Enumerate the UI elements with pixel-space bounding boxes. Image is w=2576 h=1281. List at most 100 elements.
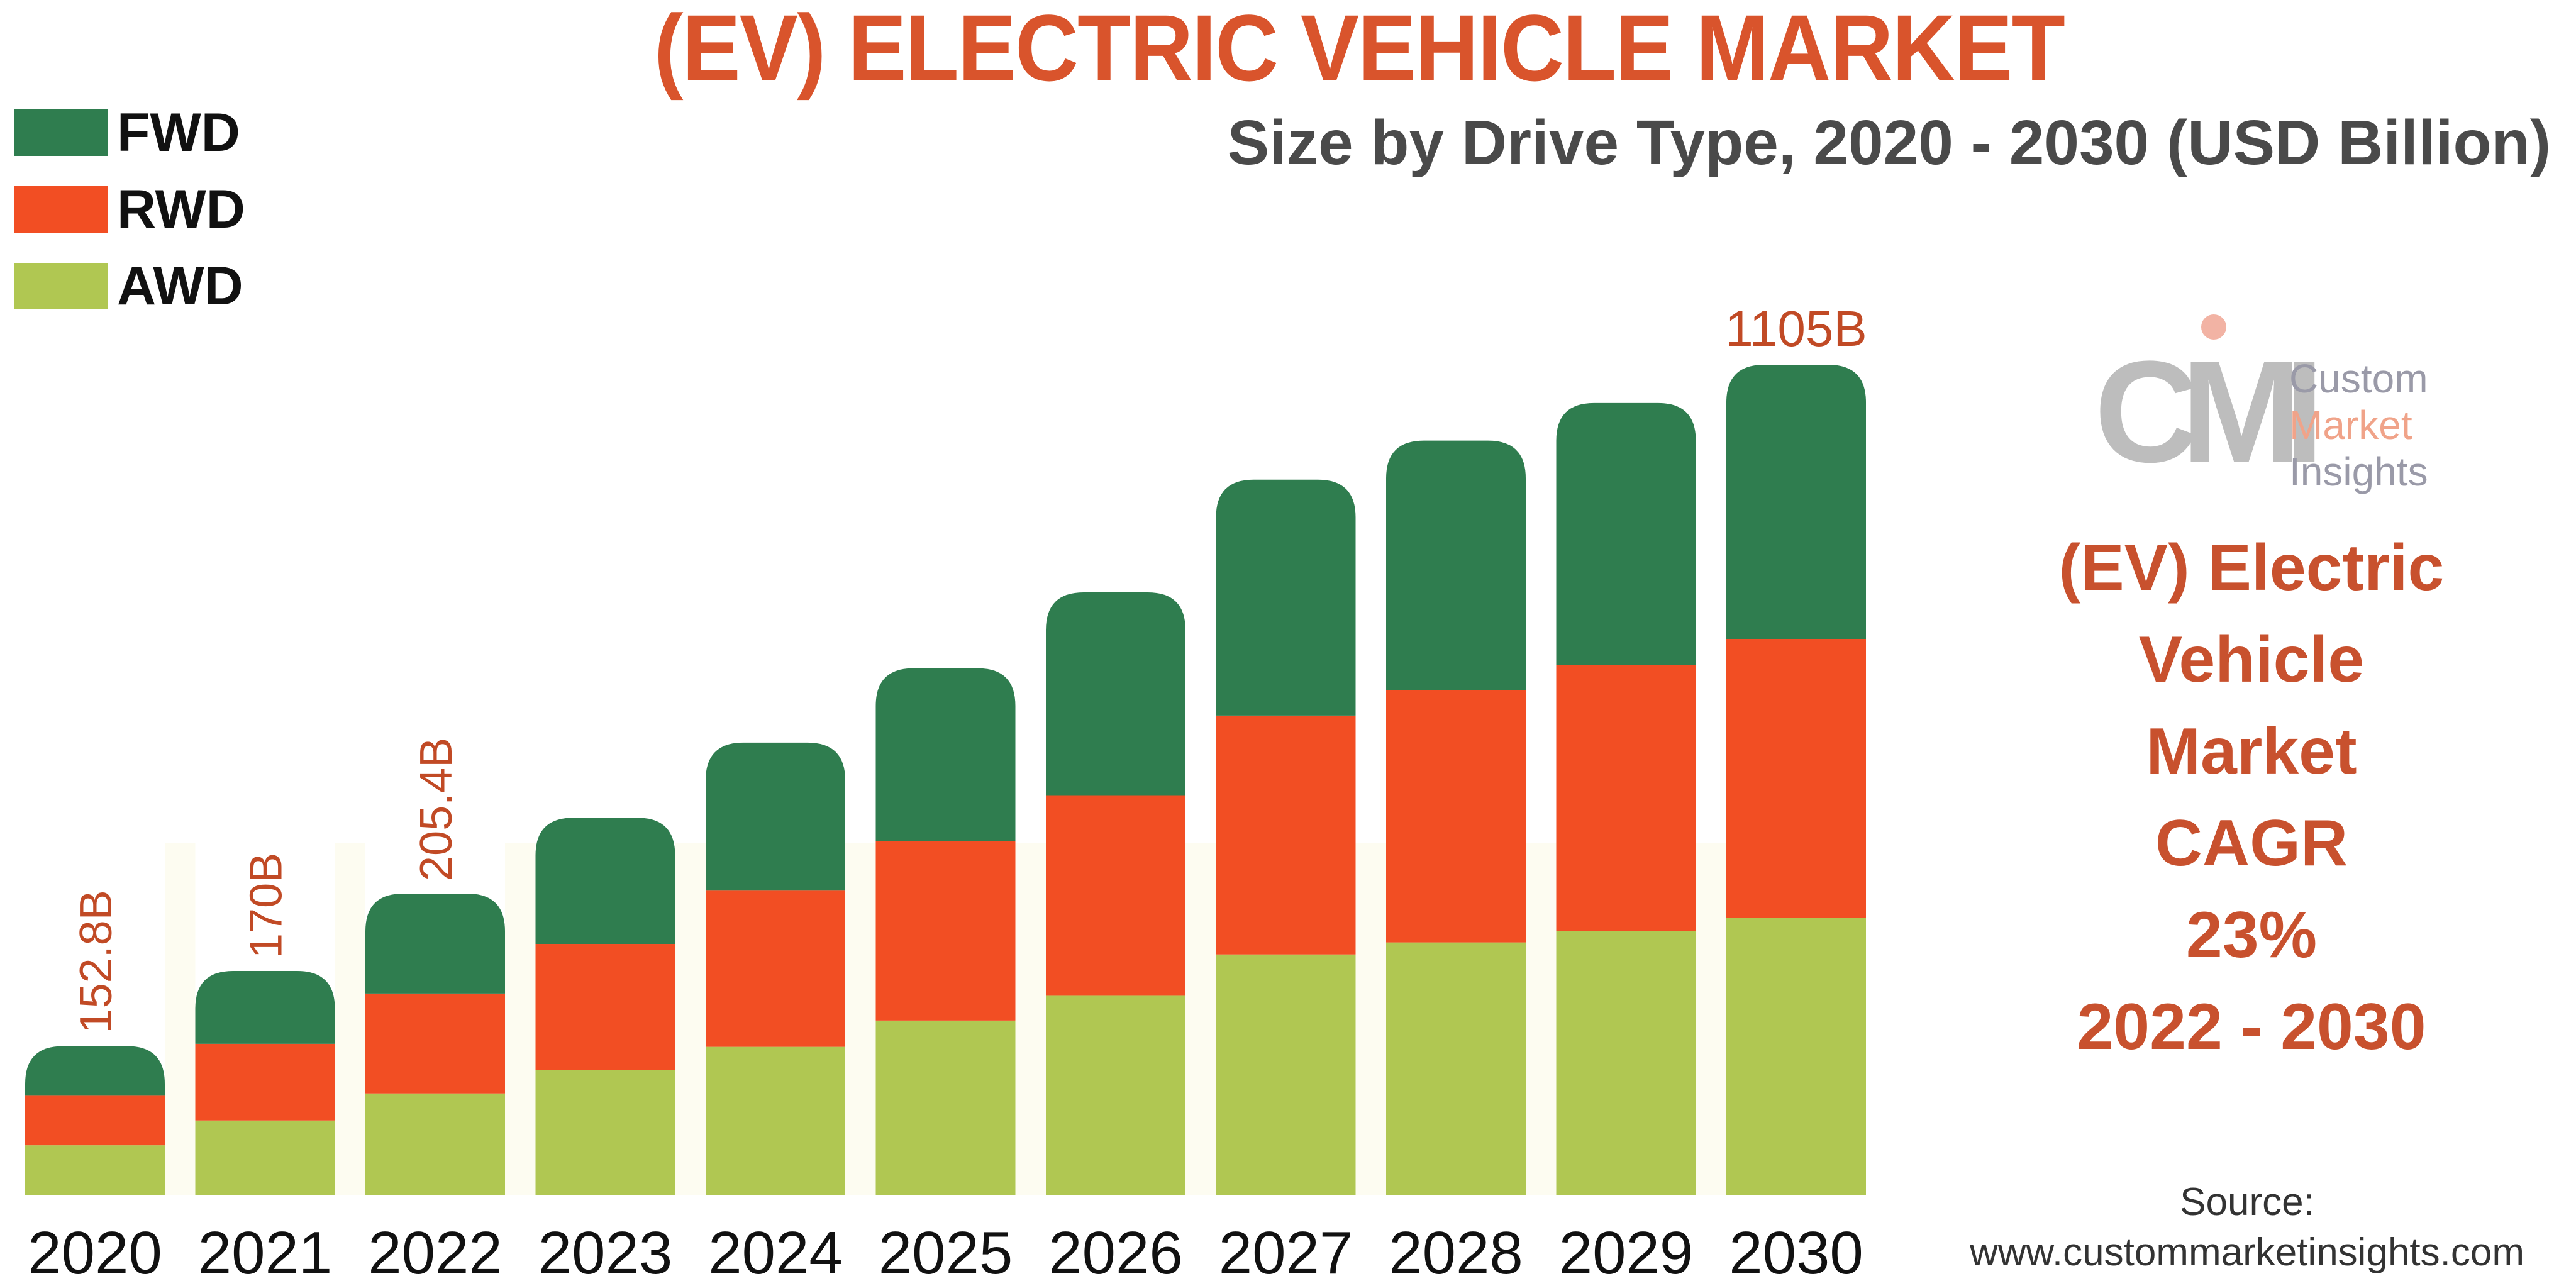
logo-mark: CMI xyxy=(2094,331,2324,492)
bar-segment-fwd-2026 xyxy=(1046,592,1185,796)
bar-segment-rwd-2026 xyxy=(1046,795,1185,996)
bar-group-2027: 2027 xyxy=(1216,479,1386,1281)
bar-gap xyxy=(335,843,365,1195)
total-label-2030: 1105B xyxy=(1725,301,1867,357)
bar-segment-fwd-2023 xyxy=(535,818,675,945)
bar-group-2023: 2023 xyxy=(535,818,706,1281)
legend-item-fwd: FWD xyxy=(14,94,245,171)
bar-group-2022: 2022 205.4B xyxy=(365,738,536,1281)
bar-gap xyxy=(1355,843,1386,1195)
x-tick-label: 2022 xyxy=(368,1219,502,1281)
bar-segment-rwd-2025 xyxy=(875,841,1016,1021)
bar-segment-awd-2027 xyxy=(1216,954,1356,1195)
bar-group-2029: 2029 xyxy=(1556,402,1726,1281)
legend-swatch-awd xyxy=(14,263,108,309)
bar-group-2030: 2030 1105B xyxy=(1725,301,1867,1281)
bar-segment-rwd-2022 xyxy=(365,993,505,1094)
total-label-2022: 205.4B xyxy=(411,738,462,881)
x-tick-label: 2024 xyxy=(708,1219,843,1281)
legend-label-awd: AWD xyxy=(117,255,243,316)
cagr-value: 23% xyxy=(2185,899,2318,972)
bar-segment-awd-2028 xyxy=(1386,942,1526,1195)
bar-group-2021: 2021 170B xyxy=(195,843,365,1281)
bar-segment-rwd-2020 xyxy=(25,1095,165,1146)
x-tick-label: 2029 xyxy=(1559,1219,1694,1281)
logo-line-3: Insights xyxy=(2289,449,2428,494)
bar-segment-awd-2030 xyxy=(1726,918,1866,1195)
bar-segment-rwd-2029 xyxy=(1556,665,1696,931)
cagr-line-3: Market xyxy=(2146,715,2357,788)
bar-segment-fwd-2020 xyxy=(25,1046,165,1096)
bar-segment-rwd-2021 xyxy=(195,1043,335,1121)
bar-segment-rwd-2028 xyxy=(1386,690,1526,943)
legend: FWD RWD AWD xyxy=(14,94,245,324)
bar-segment-rwd-2030 xyxy=(1726,639,1866,918)
bar-segment-awd-2021 xyxy=(195,1120,335,1195)
legend-label-rwd: RWD xyxy=(117,179,245,240)
chart-subtitle: Size by Drive Type, 2020 - 2030 (USD Bil… xyxy=(1227,108,2551,178)
total-label-2020: 152.8B xyxy=(71,890,121,1033)
bar-segment-awd-2024 xyxy=(706,1046,845,1195)
bar-gap xyxy=(675,843,706,1195)
bar-segment-fwd-2028 xyxy=(1386,440,1526,690)
legend-item-rwd: RWD xyxy=(14,171,245,248)
logo-line-2: Market xyxy=(2289,402,2412,448)
bar-segment-fwd-2025 xyxy=(875,668,1016,841)
x-tick-label: 2020 xyxy=(28,1219,162,1281)
bar-segment-fwd-2024 xyxy=(706,742,845,891)
side-panel: CMI Custom Market Insights (EV) Electric… xyxy=(2000,302,2503,1073)
legend-swatch-rwd xyxy=(14,186,108,233)
bar-gap xyxy=(1185,843,1216,1195)
x-tick-label: 2025 xyxy=(879,1219,1013,1281)
bar-group-2020: 2020 152.8B xyxy=(25,843,196,1281)
cagr-callout: (EV) Electric Vehicle Market CAGR 23% 20… xyxy=(2000,522,2503,1073)
bar-segment-fwd-2029 xyxy=(1556,402,1696,665)
source-note: Source: www.custommarketinsights.com xyxy=(1918,1177,2576,1278)
bar-segment-awd-2025 xyxy=(875,1020,1016,1195)
bar-segment-rwd-2023 xyxy=(535,944,675,1070)
x-tick-label: 2030 xyxy=(1729,1219,1863,1281)
x-tick-label: 2028 xyxy=(1389,1219,1523,1281)
bar-gap xyxy=(165,843,196,1195)
bar-group-2028: 2028 xyxy=(1386,440,1557,1281)
bar-gap xyxy=(1526,843,1557,1195)
bar-segment-awd-2020 xyxy=(25,1145,165,1195)
bar-segment-awd-2023 xyxy=(535,1070,675,1195)
x-tick-label: 2023 xyxy=(538,1219,673,1281)
legend-label-fwd: FWD xyxy=(117,102,240,163)
source-url[interactable]: www.custommarketinsights.com xyxy=(1969,1231,2525,1274)
x-tick-label: 2021 xyxy=(198,1219,333,1281)
source-label: Source: xyxy=(2180,1180,2314,1224)
legend-item-awd: AWD xyxy=(14,248,245,324)
cagr-period: 2022 - 2030 xyxy=(2077,990,2426,1063)
bar-gap xyxy=(505,843,536,1195)
bar-segment-fwd-2030 xyxy=(1726,365,1866,640)
chart-title: (EV) ELECTRIC VEHICLE MARKET xyxy=(654,0,2065,101)
bar-gap xyxy=(845,843,876,1195)
cagr-line-4: CAGR xyxy=(2155,807,2348,880)
bar-segment-awd-2022 xyxy=(365,1093,505,1195)
x-tick-label: 2027 xyxy=(1219,1219,1353,1281)
cagr-line-2: Vehicle xyxy=(2138,623,2365,696)
bar-segment-awd-2029 xyxy=(1556,931,1696,1195)
company-logo: CMI Custom Market Insights xyxy=(2050,302,2453,494)
bar-segment-rwd-2027 xyxy=(1216,715,1356,955)
total-label-2021: 170B xyxy=(242,853,292,958)
legend-swatch-fwd xyxy=(14,109,108,156)
bar-segment-awd-2026 xyxy=(1046,995,1185,1195)
stacked-bar-chart: 2020 152.8B 2021 170B 2022 205.4B 2023 2024 2025… xyxy=(25,301,1867,1281)
bar-gap xyxy=(1015,843,1046,1195)
bar-segment-fwd-2027 xyxy=(1216,479,1356,716)
bar-group-2026: 2026 xyxy=(1046,592,1216,1281)
bar-segment-fwd-2021 xyxy=(195,971,335,1044)
bar-group-2025: 2025 xyxy=(875,668,1046,1281)
x-tick-label: 2026 xyxy=(1048,1219,1183,1281)
logo-dot-icon xyxy=(2201,314,2226,340)
cagr-line-1: (EV) Electric xyxy=(2058,531,2445,604)
bar-segment-fwd-2022 xyxy=(365,893,505,994)
logo-wordmark: Custom Market Insights xyxy=(2289,355,2428,495)
bar-segment-rwd-2024 xyxy=(706,890,845,1047)
bar-group-2024: 2024 xyxy=(706,742,876,1281)
logo-line-1: Custom xyxy=(2289,356,2428,401)
bar-gap xyxy=(1696,843,1726,1195)
